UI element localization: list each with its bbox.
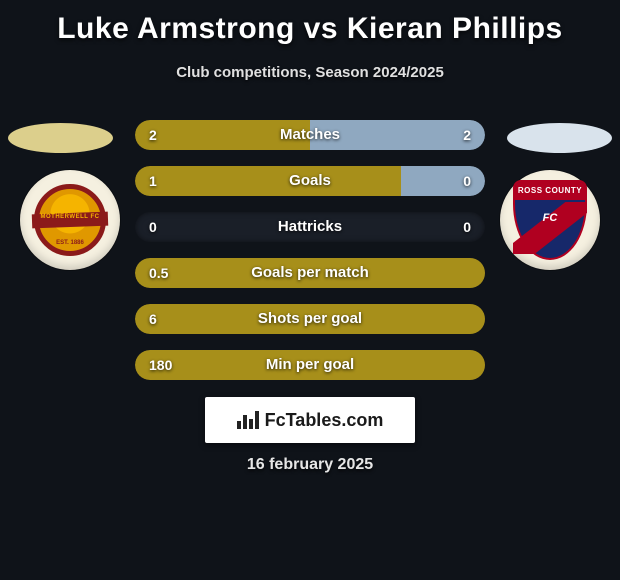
brand-text: FcTables.com (265, 410, 384, 431)
stat-value-left: 6 (149, 304, 157, 334)
stat-bar-left-fill (135, 304, 485, 334)
stat-bar: 10Goals (135, 166, 485, 196)
stat-value-left: 180 (149, 350, 172, 380)
stat-bar-left-fill (135, 166, 401, 196)
comparison-infographic: Luke Armstrong vs Kieran Phillips Club c… (0, 0, 620, 580)
stat-label: Hattricks (135, 212, 485, 242)
page-subtitle: Club competitions, Season 2024/2025 (0, 64, 620, 81)
date-text: 16 february 2025 (0, 456, 620, 474)
stat-bar: 180Min per goal (135, 350, 485, 380)
brand-box: FcTables.com (205, 397, 415, 443)
stat-bar: 22Matches (135, 120, 485, 150)
stat-bar-right-fill (310, 120, 485, 150)
stat-bar-left-fill (135, 120, 310, 150)
stat-value-right: 0 (463, 166, 471, 196)
stat-bar: 0 0Hattricks (135, 212, 485, 242)
stat-value-left: 0.5 (149, 258, 168, 288)
stat-value-left: 0 (149, 212, 157, 242)
page-title: Luke Armstrong vs Kieran Phillips (0, 0, 620, 46)
stat-bar: 0.5Goals per match (135, 258, 485, 288)
stat-bar-left-fill (135, 258, 485, 288)
stat-value-left: 1 (149, 166, 157, 196)
stat-bars: 22Matches10Goals00Hattricks0.5Goals per … (0, 120, 620, 396)
stat-value-left: 2 (149, 120, 157, 150)
bar-chart-icon (237, 411, 259, 429)
stat-value-right: 0 (463, 212, 471, 242)
stat-value-right: 2 (463, 120, 471, 150)
stat-bar-left-fill (135, 350, 485, 380)
stat-bar: 6Shots per goal (135, 304, 485, 334)
stat-bar-right-fill (401, 166, 485, 196)
